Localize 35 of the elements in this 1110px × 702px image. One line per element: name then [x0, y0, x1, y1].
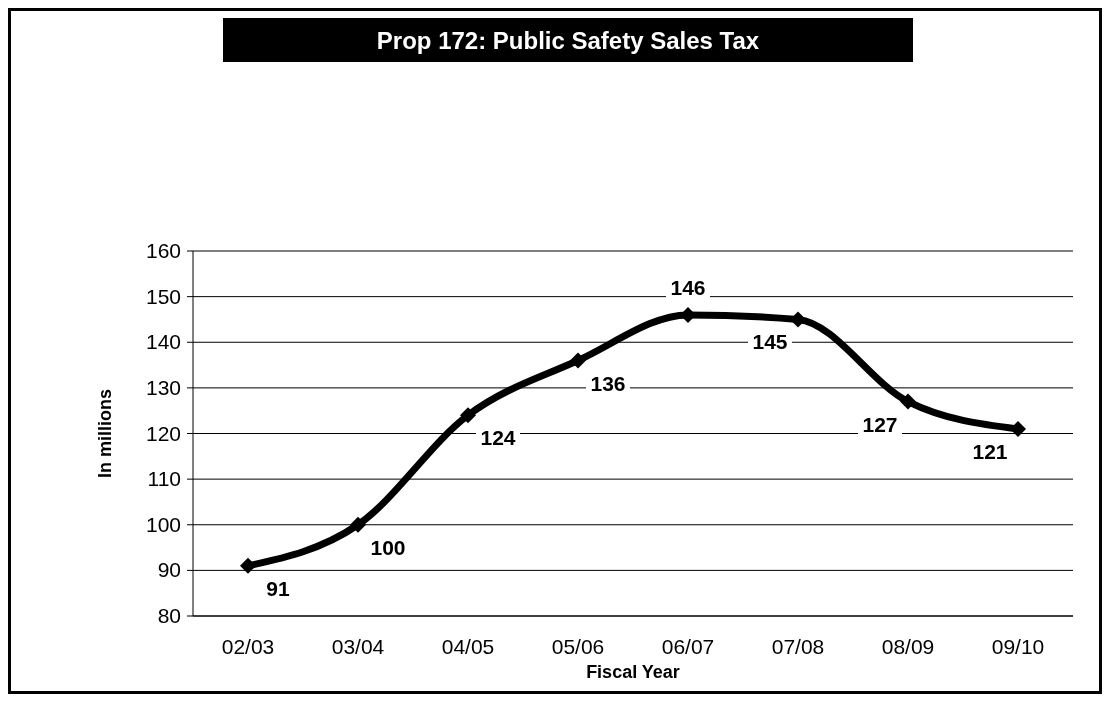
data-label: 127	[862, 412, 898, 436]
data-label: 136	[590, 371, 626, 395]
point	[900, 393, 916, 410]
y-tick-label: 100	[145, 512, 181, 536]
point	[570, 352, 586, 369]
point	[1010, 420, 1026, 437]
y-axis-title: In millions	[95, 388, 115, 479]
point	[460, 407, 476, 424]
point	[790, 311, 806, 328]
data-label: 145	[752, 330, 788, 354]
y-tick-label: 130	[145, 375, 181, 399]
y-tick-label: 140	[145, 330, 181, 354]
x-tick-label: 04/05	[441, 635, 495, 658]
y-tick-label: 160	[145, 239, 181, 262]
x-tick-label: 07/08	[771, 635, 825, 658]
y-tick-label: 80	[157, 604, 181, 627]
x-tick-label: 02/03	[221, 635, 275, 658]
x-tick-label: 08/09	[881, 635, 935, 658]
x-tick-label: 06/07	[661, 635, 715, 658]
point	[240, 557, 256, 574]
data-label: 146	[670, 275, 706, 299]
data-label: 91	[266, 576, 290, 600]
y-tick-label: 150	[145, 284, 181, 308]
data-label: 124	[480, 426, 516, 450]
x-tick-label: 05/06	[551, 635, 605, 658]
data-label: 121	[972, 439, 1008, 463]
x-tick-label: 09/10	[991, 635, 1045, 658]
y-tick-label: 90	[157, 558, 181, 582]
x-tick-label: 03/04	[331, 635, 385, 658]
point	[350, 516, 366, 533]
x-axis-title: Fiscal Year	[586, 662, 680, 682]
y-tick-label: 120	[145, 421, 181, 445]
chart-title: Prop 172: Public Safety Sales Tax	[376, 27, 760, 54]
data-label: 100	[370, 535, 406, 559]
y-tick-label: 110	[147, 467, 181, 491]
